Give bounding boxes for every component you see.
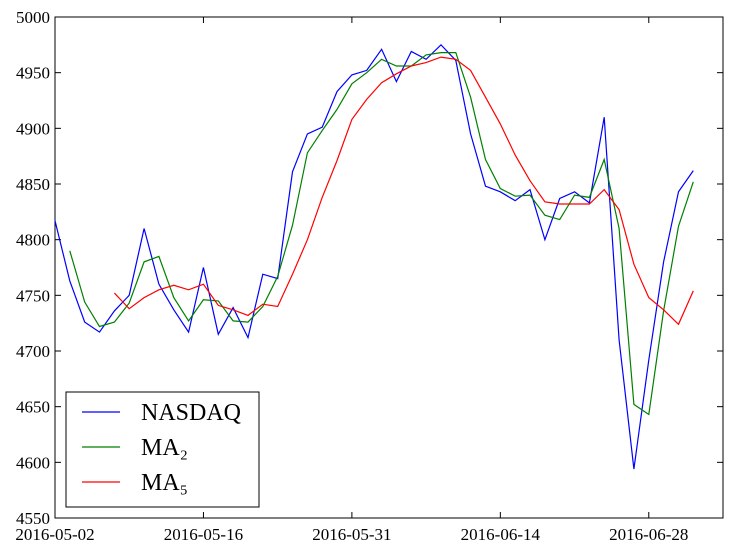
series-line (113, 56, 694, 326)
x-tick-label: 2016-06-28 (609, 525, 688, 544)
legend-label: MA₂ (141, 435, 188, 461)
plot-area (54, 16, 724, 519)
legend-box (65, 391, 260, 508)
x-tick-label: 2016-05-02 (15, 525, 94, 544)
y-tick-label: 4900 (16, 119, 50, 138)
y-tick-label: 4650 (16, 398, 50, 417)
legend-label: MA₅ (141, 470, 188, 496)
x-tick-label: 2016-06-14 (461, 525, 541, 544)
y-tick-label: 4600 (16, 453, 50, 472)
legend: NASDAQ MA₂ MA₅ (65, 391, 260, 508)
series-line (69, 52, 694, 416)
y-tick-label: 4700 (16, 342, 50, 361)
y-tick-label: 4750 (16, 286, 50, 305)
y-tick-label: 4800 (16, 231, 50, 250)
x-tick-label: 2016-05-16 (164, 525, 243, 544)
x-tick-label: 2016-05-31 (312, 525, 391, 544)
y-tick-label: 4550 (16, 509, 50, 528)
y-tick-label: 5000 (16, 8, 50, 27)
y-tick-label: 4850 (16, 175, 50, 194)
legend-label: NASDAQ (141, 400, 241, 426)
y-tick-label: 4950 (16, 64, 50, 83)
